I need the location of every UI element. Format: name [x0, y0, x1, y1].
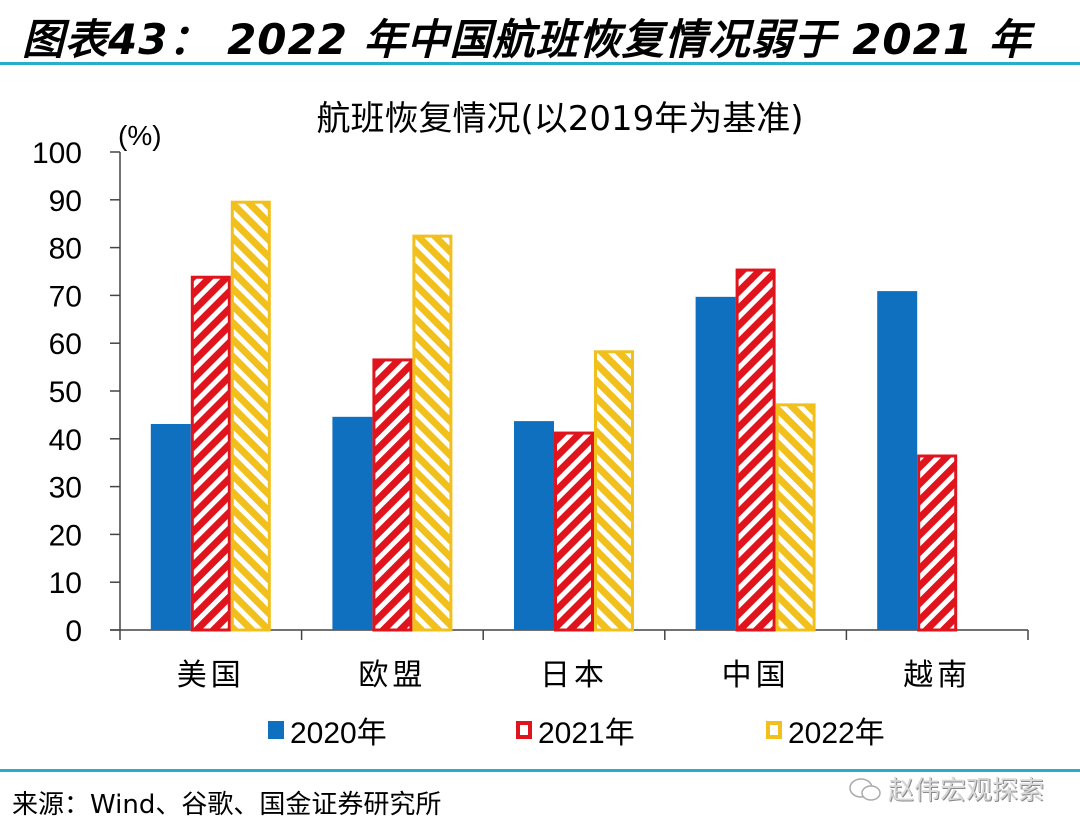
bar-2022-1	[412, 234, 453, 632]
y-axis-unit-label: (%)	[118, 120, 162, 151]
legend-item-2022: 2022年	[766, 708, 885, 752]
bars	[150, 200, 958, 632]
top-divider	[0, 62, 1080, 65]
y-tick-label: 10	[49, 567, 82, 600]
x-tick-label: 越南	[903, 658, 971, 693]
chart-title: 航班恢复情况(以2019年为基准)	[316, 99, 803, 139]
y-axis: 0 10 20 30 40 50 60 70 80 90 100	[32, 137, 121, 648]
y-tick-label: 70	[49, 280, 82, 313]
bar-2021-1	[372, 358, 413, 632]
bar-2020-1	[332, 416, 373, 630]
y-tick-label: 100	[32, 137, 82, 170]
legend-swatch-2020	[268, 721, 284, 739]
bar-2020-2	[514, 421, 554, 630]
figure-title: 图表43： 2022 年中国航班恢复情况弱于 2021 年	[22, 15, 1032, 64]
x-tick-label: 欧盟	[358, 658, 426, 693]
bar-2020-0	[150, 423, 191, 630]
legend-label: 2021年	[538, 717, 635, 750]
y-tick-label: 40	[49, 424, 82, 457]
x-tick-label: 日本	[540, 658, 608, 693]
bar-2021-4	[917, 454, 958, 632]
x-tick-label: 美国	[177, 658, 245, 693]
watermark: 赵伟宏观探索	[848, 770, 1044, 807]
bottom-divider	[0, 769, 1080, 772]
x-axis: 美国 欧盟 日本 中国 越南	[110, 629, 1029, 693]
bar-2021-3	[735, 268, 776, 632]
bar-2021-2	[554, 431, 594, 632]
y-tick-label: 50	[49, 376, 82, 409]
legend-item-2021: 2021年	[516, 708, 635, 752]
legend: 2020年 2021年 2022年	[0, 708, 1080, 750]
bar-2020-4	[877, 291, 918, 630]
bar-2022-0	[230, 200, 271, 632]
bar-2020-3	[695, 296, 736, 630]
bar-2022-3	[775, 403, 816, 632]
y-tick-label: 20	[49, 519, 82, 552]
legend-swatch-2021	[516, 721, 532, 739]
legend-label: 2022年	[788, 717, 885, 750]
y-tick-label: 90	[49, 185, 82, 218]
x-tick-label: 中国	[722, 658, 790, 693]
y-tick-label: 60	[49, 328, 82, 361]
y-tick-label: 30	[49, 472, 82, 505]
legend-swatch-2022	[766, 721, 782, 739]
wechat-icon	[849, 778, 881, 801]
bar-2022-2	[594, 350, 634, 632]
legend-item-2020: 2020年	[268, 708, 387, 752]
bar-chart: 航班恢复情况(以2019年为基准) (%) 0 10 20 30 40 50 60 70 80 9…	[32, 99, 1029, 693]
y-tick-label: 0	[65, 615, 82, 648]
bar-2021-0	[190, 275, 231, 632]
source-note: 来源：Wind、谷歌、国金证券研究所	[12, 790, 442, 820]
legend-label: 2020年	[290, 717, 387, 750]
y-tick-label: 80	[49, 233, 82, 266]
watermark-text: 赵伟宏观探索	[888, 776, 1045, 806]
